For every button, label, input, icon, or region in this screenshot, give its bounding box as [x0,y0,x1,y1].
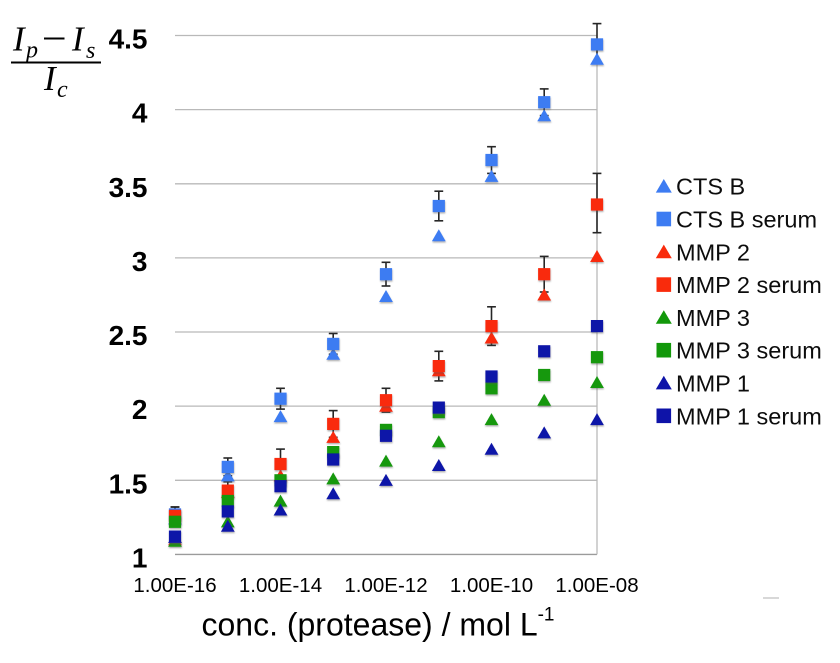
svg-text:MMP 3 serum: MMP 3 serum [676,338,822,364]
svg-text:s: s [86,38,95,64]
svg-text:CTS B serum: CTS B serum [676,207,817,233]
svg-text:MMP 1: MMP 1 [676,371,750,397]
svg-text:MMP 3: MMP 3 [676,305,750,331]
svg-text:c: c [57,77,68,103]
svg-text:MMP 1 serum: MMP 1 serum [676,403,822,429]
svg-text:I: I [71,20,86,59]
svg-text:1.00E-12: 1.00E-12 [344,574,427,597]
svg-text:1: 1 [132,542,148,573]
svg-text:2.5: 2.5 [109,320,148,351]
svg-text:4.5: 4.5 [109,24,148,55]
svg-text:conc. (protease) / mol L-1: conc. (protease) / mol L-1 [201,605,554,643]
svg-text:I: I [12,20,27,59]
svg-text:1.00E-08: 1.00E-08 [555,574,638,597]
svg-text:MMP 2: MMP 2 [676,239,750,265]
svg-text:p: p [24,38,38,64]
svg-text:2: 2 [132,394,148,425]
svg-text:4: 4 [132,98,148,129]
svg-text:1.5: 1.5 [109,468,148,499]
svg-text:1.00E-10: 1.00E-10 [450,574,533,597]
svg-text:CTS B: CTS B [676,174,745,200]
svg-text:MMP 2 serum: MMP 2 serum [676,272,822,298]
svg-text:I: I [43,59,58,98]
svg-text:3: 3 [132,246,148,277]
svg-text:1.00E-16: 1.00E-16 [133,574,216,597]
svg-text:3.5: 3.5 [109,172,148,203]
svg-text:1.00E-14: 1.00E-14 [239,574,322,597]
